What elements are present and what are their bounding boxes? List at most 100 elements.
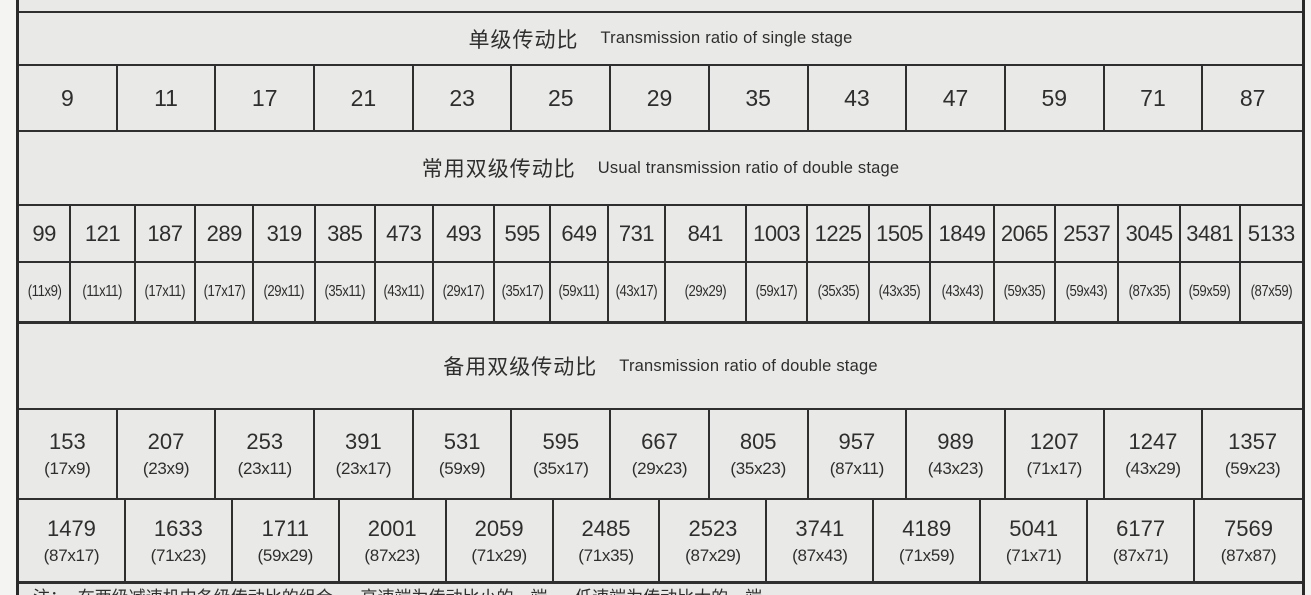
- reserve-ratio-cell: 207 (23x9): [118, 410, 217, 498]
- usual-double-ratio-cell: 595: [495, 206, 551, 261]
- reserve-ratio-cell: 1479 (87x17): [19, 500, 126, 581]
- reserve-ratio-combo: (59x9): [438, 459, 486, 478]
- single-stage-ratio-cell: 59: [1006, 66, 1105, 130]
- reserve-ratio-value: 805: [739, 429, 777, 454]
- reserve-ratio-cell: 805 (35x23): [710, 410, 809, 498]
- usual-double-combo-cell: (29x29): [666, 263, 747, 321]
- reserve-ratio-combo: (87x23): [364, 545, 420, 565]
- reserve-ratio-cell: 2001 (87x23): [340, 500, 447, 581]
- single-stage-ratio-cell: 87: [1239, 84, 1266, 111]
- reserve-ratio-cell: 5041 (71x71): [981, 500, 1089, 581]
- reserve-double-title-zh: 备用双级传动比: [443, 356, 598, 379]
- reserve-ratio-value: 667: [641, 429, 678, 454]
- reserve-ratio-cell: 2059 (71x29): [447, 500, 554, 581]
- reserve-ratio-combo: (87x87): [1220, 545, 1277, 565]
- usual-double-combo-cell: (59x43): [1056, 263, 1120, 321]
- reserve-ratio-combo: (23x9): [142, 459, 190, 478]
- reserve-ratio-value: 391: [345, 429, 382, 454]
- reserve-ratio-value: 1247: [1128, 429, 1178, 454]
- reserve-ratio-value: 153: [48, 429, 86, 454]
- reserve-ratio-combo: (71x59): [899, 545, 955, 565]
- usual-double-ratio-cell: 5133: [1247, 220, 1295, 246]
- single-stage-ratio-cell: 23: [414, 66, 513, 130]
- usual-double-title-en: Usual transmission ratio of double stage: [597, 158, 900, 177]
- reserve-ratio-cell: 957 (87x11): [809, 410, 908, 498]
- usual-double-ratio-cell: 3045: [1119, 206, 1181, 261]
- reserve-ratio-cell: 153 (17x9): [19, 410, 118, 498]
- reserve-ratio-cell: 1207 (71x17): [1006, 410, 1105, 498]
- reserve-ratio-combo: (71x23): [150, 545, 207, 565]
- reserve-ratio-cell: 2485 (71x35): [554, 500, 661, 581]
- reserve-ratio-combo: (71x17): [1026, 459, 1083, 478]
- usual-double-ratio-cell: 319: [254, 206, 316, 261]
- reserve-ratio-combo: (87x43): [792, 545, 848, 565]
- usual-double-ratio-cell: 473: [376, 206, 434, 261]
- reserve-ratio-combo: (35x17): [533, 459, 589, 478]
- reserve-double-row-2: 1479 (87x17) 1633 (71x23) 1711 (59x29) 2…: [19, 500, 1302, 584]
- usual-double-ratio-cell: 1225: [808, 206, 870, 261]
- single-stage-ratio-cell: 25: [512, 66, 612, 130]
- reserve-ratio-combo: (71x35): [578, 545, 634, 565]
- usual-double-combo-cell: (87x35): [1119, 263, 1181, 321]
- usual-double-combo-cell: (87x59): [1250, 283, 1293, 300]
- reserve-ratio-value: 2059: [474, 515, 524, 541]
- reserve-ratio-value: 207: [147, 429, 185, 454]
- usual-double-combo-cell: (17x17): [196, 263, 255, 321]
- reserve-ratio-value: 1711: [261, 515, 309, 541]
- single-stage-ratio-cell: 11: [118, 66, 217, 130]
- reserve-ratio-cell: 3741 (87x43): [767, 500, 875, 581]
- reserve-ratio-value: 957: [838, 429, 876, 454]
- single-stage-ratio-cell: 35: [710, 66, 809, 130]
- usual-double-ratio-cell: 289: [196, 206, 255, 261]
- usual-double-ratio-cell: 649: [551, 206, 610, 261]
- previous-row-remnant: [19, 0, 1302, 13]
- single-stage-title-zh: 单级传动比: [468, 28, 579, 52]
- reserve-ratio-combo: (43x29): [1125, 459, 1181, 478]
- reserve-ratio-cell: 531 (59x9): [414, 410, 513, 498]
- reserve-ratio-value: 2523: [688, 515, 738, 541]
- footnote-text: 注： 在两级减速机中各级传动比的组合， 高速端为传动比小的一端， 低速端为传动比…: [33, 587, 1292, 595]
- single-stage-ratio-cell: 17: [216, 66, 316, 130]
- reserve-ratio-cell: 2523 (87x29): [660, 500, 768, 581]
- usual-double-ratio-cell: 841: [666, 206, 747, 261]
- reserve-ratio-cell: 7569 (87x87): [1195, 500, 1302, 581]
- reserve-ratio-value: 4189: [902, 515, 952, 541]
- usual-double-combo-cell: (29x17): [434, 263, 496, 321]
- reserve-ratio-cell: 989 (43x23): [907, 410, 1006, 498]
- usual-double-combo-cell: (35x17): [495, 263, 551, 321]
- usual-double-combo-cell: (11x9): [19, 263, 72, 321]
- usual-double-ratio-cell: 1003: [747, 206, 809, 261]
- reserve-double-title-en: Transmission ratio of double stage: [619, 356, 878, 375]
- usual-double-ratio-cell: 731: [609, 206, 666, 261]
- usual-double-ratio-cell: 3481: [1181, 206, 1241, 261]
- single-stage-title-en: Transmission ratio of single stage: [600, 29, 853, 47]
- usual-double-combo-cell: (59x59): [1181, 263, 1241, 321]
- usual-double-combo-cell: (11x11): [71, 263, 136, 321]
- usual-double-header: 常用双级传动比 Usual transmission ratio of doub…: [19, 132, 1302, 206]
- reserve-ratio-cell: 253 (23x11): [216, 410, 316, 498]
- usual-double-ratio-cell: 493: [434, 206, 496, 261]
- reserve-ratio-combo: (59x23): [1224, 459, 1281, 478]
- usual-double-combo-row: (11x9) (11x11) (17x11) (17x17) (29x11) (35x11…: [19, 263, 1302, 324]
- usual-double-combo-cell: (43x17): [609, 263, 666, 321]
- usual-double-ratio-cell: 2065: [995, 206, 1057, 261]
- reserve-ratio-combo: (43x23): [927, 459, 984, 478]
- reserve-ratio-value: 3741: [795, 515, 845, 541]
- usual-double-ratio-cell: 2537: [1056, 206, 1120, 261]
- reserve-ratio-value: 1207: [1029, 429, 1079, 454]
- reserve-ratio-combo: (59x29): [257, 545, 314, 565]
- reserve-ratio-cell: 595 (35x17): [512, 410, 612, 498]
- reserve-ratio-cell: 1357 (59x23): [1203, 410, 1302, 498]
- reserve-ratio-value: 595: [542, 429, 580, 454]
- single-stage-ratio-row: 9 11 17 21 23 25 29 35 43 47 59 71 87: [19, 66, 1302, 132]
- reserve-ratio-combo: (71x71): [1005, 545, 1062, 565]
- reserve-ratio-cell: 1247 (43x29): [1105, 410, 1204, 498]
- reserve-ratio-value: 253: [246, 429, 284, 454]
- reserve-ratio-combo: (23x17): [335, 459, 392, 478]
- reserve-ratio-combo: (71x29): [471, 545, 527, 565]
- single-stage-header: 单级传动比 Transmission ratio of single stage: [19, 13, 1302, 66]
- clipped-footnote-row: 注： 在两级减速机中各级传动比的组合， 高速端为传动比小的一端， 低速端为传动比…: [19, 584, 1302, 595]
- reserve-ratio-cell: 1711 (59x29): [233, 500, 340, 581]
- usual-double-combo-cell: (43x43): [931, 263, 995, 321]
